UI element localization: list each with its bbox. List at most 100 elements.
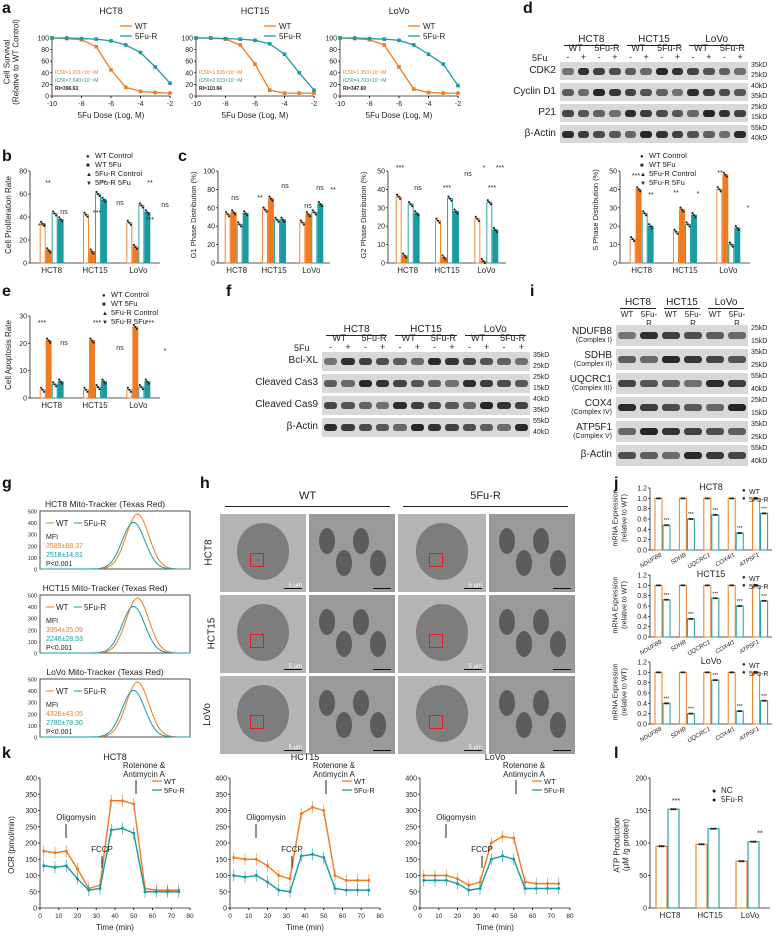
dose-point: [168, 91, 172, 95]
blot-band: [324, 380, 338, 387]
blot-strip: [616, 445, 748, 466]
mrna-point: [706, 671, 709, 674]
blot-band: [393, 380, 407, 387]
blot-group-label: WT: [693, 43, 708, 53]
legend-label: 5Fu-R: [749, 671, 768, 678]
atp-bar-5Fu-R: [667, 808, 680, 909]
fu-sign: +: [674, 52, 681, 62]
dose-y-tick-label: 0: [333, 94, 337, 101]
blot-group-label: 5Fu-R: [640, 310, 658, 328]
e-ylabel: Cell Apoptosis Rate: [4, 320, 13, 390]
fu-sign: -: [329, 342, 333, 352]
mrna-bar-WT: [678, 497, 687, 551]
mrna-y-tick-label: 0.4: [637, 614, 647, 621]
em-mitochondrion: [533, 609, 549, 635]
em-cell-body: [415, 604, 469, 661]
blot-band: [514, 424, 528, 431]
ocr-y-tick-label: 300: [215, 808, 227, 815]
dose-point: [382, 43, 387, 47]
bar-WT-5Fu: [89, 340, 95, 399]
blot-band: [662, 332, 680, 339]
mrna-point: [704, 497, 707, 500]
em-mitochondrion: [319, 609, 335, 635]
bar-point: [138, 202, 141, 205]
blot-band: [640, 88, 652, 96]
panel-letter-h: h: [200, 475, 210, 492]
ocr-x-tick-label: 0: [38, 913, 42, 920]
legend-label: 5Fu-R: [721, 795, 743, 804]
significance: ***: [38, 320, 46, 327]
panel-letter-d: d: [523, 0, 533, 17]
bar-point: [84, 213, 88, 216]
mrna-point: [761, 512, 764, 515]
blot-band: [462, 380, 476, 387]
mrna-point: [756, 671, 759, 674]
fu-sign: -: [502, 342, 506, 352]
blot-divider: [464, 335, 526, 336]
mfi-fur: 2518±14.81: [46, 552, 83, 559]
em-scale-label: 5 μm: [468, 745, 482, 751]
blot-row-label: Bcl-XL: [288, 355, 318, 366]
legend-label: NC: [721, 786, 733, 795]
blot-band: [706, 404, 724, 411]
mrna-title: HCT8: [699, 482, 723, 492]
bar-point: [147, 382, 150, 385]
bar-category-label: HCT15: [672, 266, 698, 275]
ri-value: RI=347.60: [343, 86, 366, 92]
bar-point: [58, 216, 61, 219]
c-s-ylabel: S Phase Distribution (%): [591, 169, 600, 251]
bar-point: [483, 262, 486, 265]
blot-band: [706, 428, 724, 435]
significance: ***: [672, 798, 680, 805]
legend-label: 5Fu-R: [84, 687, 106, 696]
dose-point: [312, 88, 316, 92]
blot-band: [640, 130, 652, 138]
ic50-fur: IC50=2.033×10⁻⁴M: [199, 78, 242, 84]
dose-point: [367, 36, 372, 41]
mrna-ylabel: mRNA Expression: [613, 663, 620, 720]
mrna-point: [688, 518, 691, 520]
dose-point: [94, 37, 99, 41]
kd-marker: 40kD: [751, 83, 768, 90]
ocr-y-tick-label: 350: [215, 792, 227, 799]
blot-band: [687, 88, 699, 96]
bar-point: [146, 380, 149, 383]
blot-strip: [616, 373, 748, 394]
legend-label: 5Fu-R: [135, 32, 157, 41]
significance: ns: [161, 202, 169, 209]
bar-point: [41, 222, 44, 225]
c-S-y-tick-label: 20: [609, 224, 617, 231]
ocr-y-tick-label: 100: [215, 873, 227, 880]
bar-point: [492, 226, 495, 229]
mrna-point: [657, 497, 660, 500]
dose-x-tick-label: -10: [47, 101, 57, 108]
bar-category-label: HCT8: [41, 266, 62, 275]
ic50-wt: IC50=1.836×10⁻⁶M: [199, 70, 242, 76]
bar-point: [409, 203, 412, 206]
c-S-y-tick-label: 0: [613, 261, 617, 268]
dose-y-tick-label: 80: [41, 47, 49, 54]
bar-point: [442, 256, 446, 259]
bar-category-label: LoVo: [477, 266, 496, 275]
bar-point: [277, 220, 280, 223]
bar-5Fu-R-5Fu: [280, 219, 286, 264]
mrna-bar-5Fu-R: [735, 532, 744, 551]
bar-point: [673, 228, 676, 231]
blot-band: [428, 402, 442, 409]
blot-band: [376, 402, 390, 409]
mrna-point: [681, 671, 684, 674]
atp-point: [660, 845, 663, 848]
em-mitochondrion: [499, 528, 515, 554]
mrna-bar-5Fu-R: [686, 518, 695, 551]
gene-label: SDHB: [670, 727, 687, 741]
mrna-point: [667, 702, 669, 705]
mrna-point: [656, 497, 658, 500]
ocr-x-tick-label: 60: [529, 913, 537, 920]
fu-sign: -: [433, 342, 437, 352]
bar-point: [132, 323, 135, 327]
bar-point: [441, 254, 444, 257]
b-legend-label: 5Fu-R 5Fu: [95, 178, 131, 187]
mrna-point: [712, 597, 715, 600]
dose-point: [397, 65, 401, 69]
legend-label: WT: [354, 777, 366, 786]
